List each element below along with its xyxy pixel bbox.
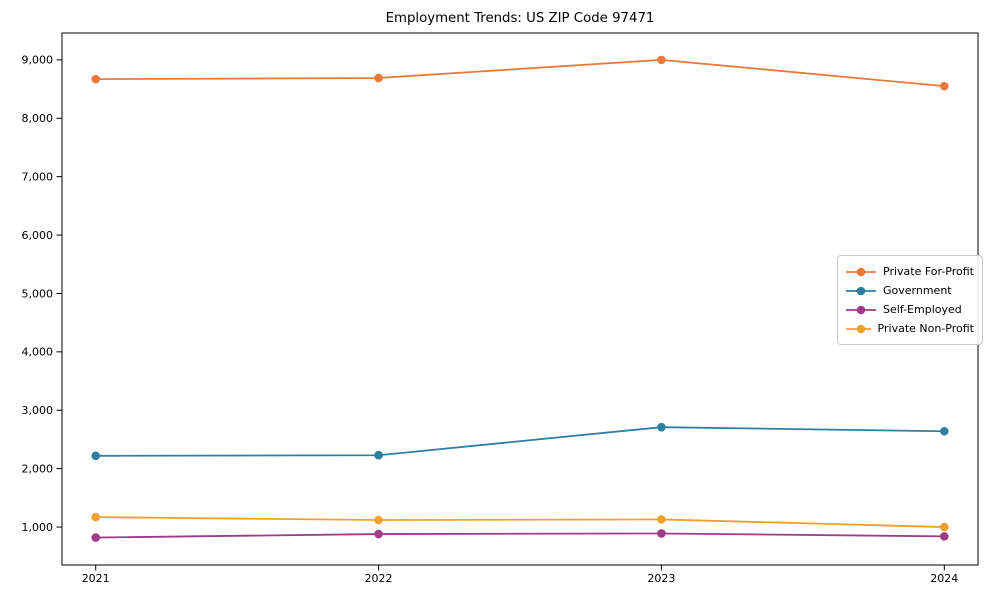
legend-item: Self-Employed <box>846 300 974 319</box>
data-point <box>374 515 383 525</box>
data-point <box>91 533 100 542</box>
data-point <box>374 73 383 83</box>
data-point <box>940 532 949 541</box>
legend-line-sample-icon <box>846 267 876 276</box>
data-point <box>657 422 666 432</box>
y-tick-label: 4,000 <box>22 346 54 359</box>
y-tick-label: 7,000 <box>22 170 54 183</box>
data-point <box>91 74 100 84</box>
series-line-self-employed <box>95 532 945 539</box>
legend-item: Government <box>846 281 974 300</box>
data-point <box>657 55 666 65</box>
y-tick-label: 8,000 <box>22 112 54 125</box>
x-tick-label: 2021 <box>82 572 110 585</box>
legend-line-sample-icon <box>846 286 876 295</box>
data-point <box>374 450 383 460</box>
y-tick-label: 5,000 <box>22 287 54 300</box>
y-tick-label: 2,000 <box>22 462 54 475</box>
series-line-government <box>95 426 945 457</box>
chart-title: Employment Trends: US ZIP Code 97471 <box>385 11 655 26</box>
data-point <box>940 81 949 91</box>
series-line-private-for-profit <box>95 58 945 88</box>
y-tick-label: 1,000 <box>22 521 54 534</box>
y-tick-label: 6,000 <box>22 229 54 242</box>
legend-line-sample-icon <box>846 305 876 314</box>
y-tick-label: 9,000 <box>22 54 54 67</box>
data-point <box>657 529 666 538</box>
legend-label: Private Non-Profit <box>877 322 974 335</box>
series-line-private-non-profit <box>95 516 945 528</box>
legend-item: Private For-Profit <box>846 262 974 281</box>
data-point <box>91 451 100 461</box>
legend-label: Private For-Profit <box>883 265 974 278</box>
legend-label: Government <box>883 284 952 297</box>
legend-label: Self-Employed <box>883 303 962 316</box>
data-point <box>374 529 383 539</box>
data-point <box>940 426 949 436</box>
data-point <box>91 512 100 522</box>
data-point <box>940 522 949 532</box>
data-point <box>657 515 666 524</box>
x-tick-label: 2023 <box>647 572 675 585</box>
legend-line-sample-icon <box>846 324 871 333</box>
x-tick-label: 2022 <box>365 572 393 585</box>
x-tick-label: 2024 <box>930 572 958 585</box>
y-tick-label: 3,000 <box>22 404 54 417</box>
legend-item: Private Non-Profit <box>846 319 974 338</box>
legend: Private For-Profit Government Self-Employe… <box>837 255 983 345</box>
